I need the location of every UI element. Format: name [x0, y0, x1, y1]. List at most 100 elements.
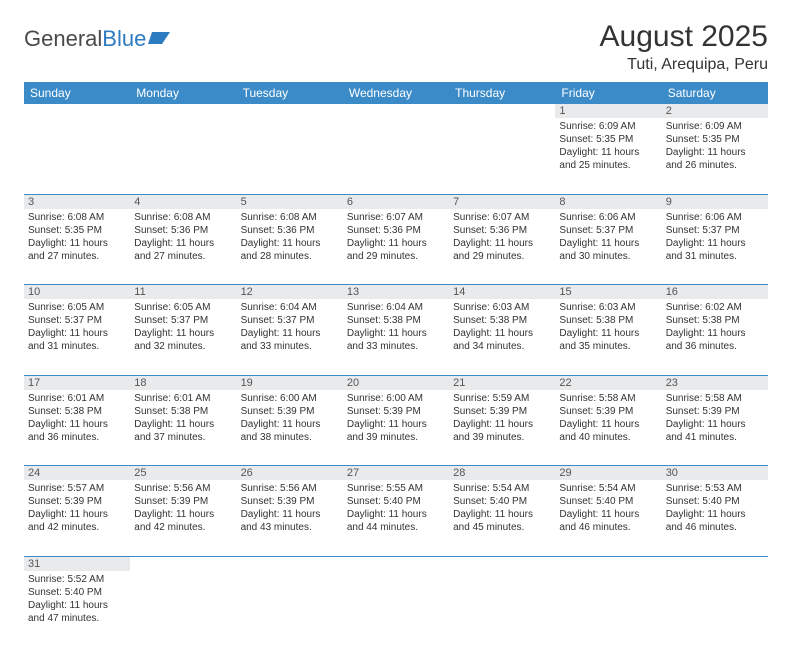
day-cell [343, 118, 449, 194]
day-sunset: Sunset: 5:40 PM [666, 495, 764, 508]
day-sunset: Sunset: 5:40 PM [28, 586, 126, 599]
day-sunrise: Sunrise: 5:57 AM [28, 482, 126, 495]
calendar-table: Sunday Monday Tuesday Wednesday Thursday… [24, 82, 768, 647]
day-cell: Sunrise: 6:09 AMSunset: 5:35 PMDaylight:… [555, 118, 661, 194]
weekday-header: Saturday [662, 82, 768, 104]
day-number: 11 [130, 285, 236, 300]
day-cell: Sunrise: 5:52 AMSunset: 5:40 PMDaylight:… [24, 571, 130, 647]
day-dl1: Daylight: 11 hours [453, 508, 551, 521]
day-number: 30 [662, 466, 768, 481]
week-row: Sunrise: 5:57 AMSunset: 5:39 PMDaylight:… [24, 480, 768, 556]
day-dl2: and 40 minutes. [559, 431, 657, 444]
day-dl2: and 43 minutes. [241, 521, 339, 534]
day-dl1: Daylight: 11 hours [666, 237, 764, 250]
day-dl2: and 28 minutes. [241, 250, 339, 263]
day-sunrise: Sunrise: 6:06 AM [559, 211, 657, 224]
day-sunrise: Sunrise: 5:55 AM [347, 482, 445, 495]
day-cell: Sunrise: 5:58 AMSunset: 5:39 PMDaylight:… [662, 390, 768, 466]
day-dl1: Daylight: 11 hours [666, 327, 764, 340]
day-number: 28 [449, 466, 555, 481]
day-cell [343, 571, 449, 647]
day-dl2: and 25 minutes. [559, 159, 657, 172]
day-number [130, 104, 236, 118]
day-number: 6 [343, 194, 449, 209]
day-dl1: Daylight: 11 hours [559, 237, 657, 250]
day-cell [237, 118, 343, 194]
day-cell: Sunrise: 6:04 AMSunset: 5:38 PMDaylight:… [343, 299, 449, 375]
day-number [130, 556, 236, 571]
day-sunset: Sunset: 5:38 PM [453, 314, 551, 327]
day-number: 31 [24, 556, 130, 571]
day-number [343, 104, 449, 118]
day-cell: Sunrise: 6:07 AMSunset: 5:36 PMDaylight:… [343, 209, 449, 285]
day-dl1: Daylight: 11 hours [134, 508, 232, 521]
day-cell: Sunrise: 6:05 AMSunset: 5:37 PMDaylight:… [24, 299, 130, 375]
day-number: 29 [555, 466, 661, 481]
day-number: 8 [555, 194, 661, 209]
day-number [662, 556, 768, 571]
daynum-row: 24252627282930 [24, 466, 768, 481]
day-sunrise: Sunrise: 6:08 AM [241, 211, 339, 224]
day-dl1: Daylight: 11 hours [28, 508, 126, 521]
day-cell: Sunrise: 6:01 AMSunset: 5:38 PMDaylight:… [130, 390, 236, 466]
day-cell: Sunrise: 6:08 AMSunset: 5:36 PMDaylight:… [130, 209, 236, 285]
logo: GeneralBlue [24, 20, 170, 52]
day-number: 4 [130, 194, 236, 209]
day-dl1: Daylight: 11 hours [453, 327, 551, 340]
day-cell [130, 571, 236, 647]
location: Tuti, Arequipa, Peru [600, 56, 768, 74]
day-sunset: Sunset: 5:39 PM [559, 405, 657, 418]
daynum-row: 3456789 [24, 194, 768, 209]
day-number: 5 [237, 194, 343, 209]
day-cell: Sunrise: 5:57 AMSunset: 5:39 PMDaylight:… [24, 480, 130, 556]
day-sunset: Sunset: 5:37 PM [28, 314, 126, 327]
day-dl1: Daylight: 11 hours [453, 237, 551, 250]
day-number: 2 [662, 104, 768, 118]
weekday-header-row: Sunday Monday Tuesday Wednesday Thursday… [24, 82, 768, 104]
logo-flag-icon [148, 30, 170, 46]
day-sunrise: Sunrise: 6:02 AM [666, 301, 764, 314]
day-dl2: and 30 minutes. [559, 250, 657, 263]
daynum-row: 17181920212223 [24, 375, 768, 390]
day-sunset: Sunset: 5:39 PM [241, 495, 339, 508]
day-dl2: and 32 minutes. [134, 340, 232, 353]
header: GeneralBlue August 2025 Tuti, Arequipa, … [24, 20, 768, 74]
day-sunrise: Sunrise: 5:53 AM [666, 482, 764, 495]
day-number [343, 556, 449, 571]
day-number [555, 556, 661, 571]
day-sunset: Sunset: 5:36 PM [347, 224, 445, 237]
day-cell: Sunrise: 5:59 AMSunset: 5:39 PMDaylight:… [449, 390, 555, 466]
day-dl1: Daylight: 11 hours [666, 146, 764, 159]
day-dl1: Daylight: 11 hours [666, 508, 764, 521]
day-number: 12 [237, 285, 343, 300]
day-dl1: Daylight: 11 hours [241, 327, 339, 340]
day-sunset: Sunset: 5:39 PM [347, 405, 445, 418]
day-cell: Sunrise: 6:06 AMSunset: 5:37 PMDaylight:… [555, 209, 661, 285]
weekday-header: Friday [555, 82, 661, 104]
day-dl1: Daylight: 11 hours [134, 418, 232, 431]
day-dl2: and 47 minutes. [28, 612, 126, 625]
day-dl2: and 36 minutes. [28, 431, 126, 444]
weekday-header: Wednesday [343, 82, 449, 104]
day-dl2: and 46 minutes. [559, 521, 657, 534]
day-sunset: Sunset: 5:38 PM [134, 405, 232, 418]
day-sunrise: Sunrise: 6:06 AM [666, 211, 764, 224]
day-cell: Sunrise: 5:56 AMSunset: 5:39 PMDaylight:… [130, 480, 236, 556]
day-number: 7 [449, 194, 555, 209]
week-row: Sunrise: 5:52 AMSunset: 5:40 PMDaylight:… [24, 571, 768, 647]
weekday-header: Sunday [24, 82, 130, 104]
day-sunset: Sunset: 5:39 PM [28, 495, 126, 508]
logo-text-2: Blue [102, 26, 146, 52]
day-sunset: Sunset: 5:36 PM [241, 224, 339, 237]
day-number: 1 [555, 104, 661, 118]
day-cell [555, 571, 661, 647]
day-number: 20 [343, 375, 449, 390]
day-sunset: Sunset: 5:35 PM [666, 133, 764, 146]
day-sunrise: Sunrise: 6:04 AM [241, 301, 339, 314]
day-dl2: and 31 minutes. [666, 250, 764, 263]
day-sunrise: Sunrise: 6:01 AM [28, 392, 126, 405]
day-cell: Sunrise: 5:53 AMSunset: 5:40 PMDaylight:… [662, 480, 768, 556]
day-sunset: Sunset: 5:36 PM [453, 224, 551, 237]
day-cell [24, 118, 130, 194]
day-sunrise: Sunrise: 6:01 AM [134, 392, 232, 405]
